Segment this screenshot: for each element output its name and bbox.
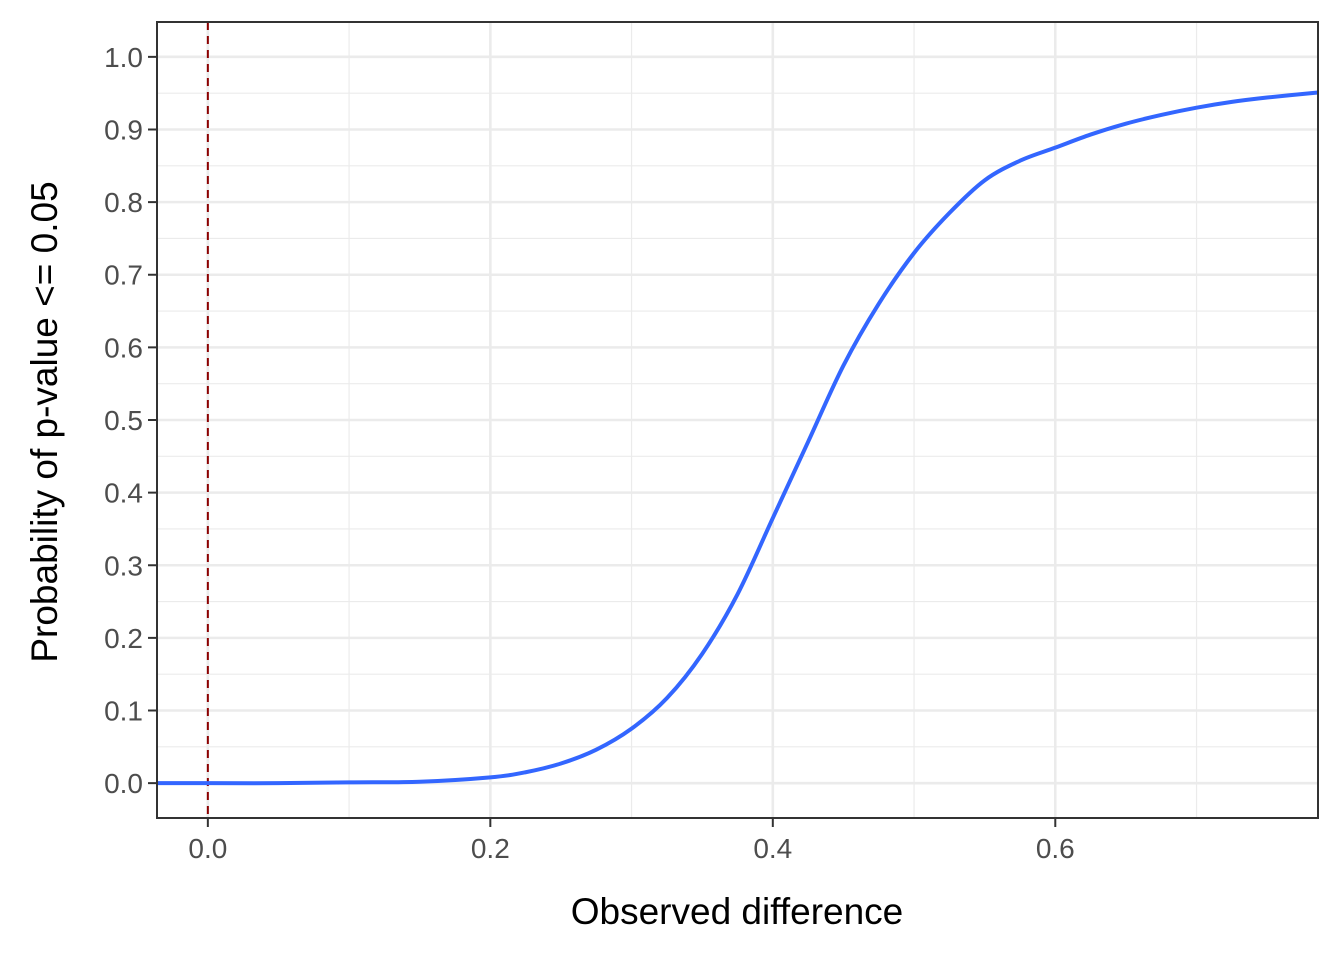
y-tick-label: 0.4	[104, 478, 143, 509]
y-tick-label: 0.2	[104, 623, 143, 654]
y-axis-title: Probability of p-value <= 0.05	[24, 181, 65, 662]
series-line-0	[156, 90, 1319, 786]
y-tick-label: 0.1	[104, 696, 143, 727]
y-tick-label: 0.7	[104, 260, 143, 291]
y-tick-label: 0.9	[104, 114, 143, 145]
x-axis-ticks: 0.0 0.2 0.4 0.6	[188, 818, 1075, 864]
minor-gridlines	[157, 22, 1318, 818]
y-axis-ticks: 0.0 0.1 0.2 0.3 0.4 0.5 0.6 0.7 0.8 0.9 1.0	[104, 42, 157, 799]
x-tick-label: 0.0	[188, 833, 227, 864]
x-tick-label: 0.4	[753, 833, 792, 864]
y-tick-label: 0.5	[104, 405, 143, 436]
x-tick-label: 0.2	[471, 833, 510, 864]
major-gridlines	[157, 22, 1318, 818]
x-axis-title: Observed difference	[571, 891, 904, 932]
y-tick-label: 0.6	[104, 332, 143, 363]
y-tick-label: 0.8	[104, 187, 143, 218]
y-tick-label: 1.0	[104, 42, 143, 73]
y-tick-label: 0.0	[104, 768, 143, 799]
y-tick-label: 0.3	[104, 550, 143, 581]
series-layer	[156, 90, 1319, 786]
x-tick-label: 0.6	[1036, 833, 1075, 864]
